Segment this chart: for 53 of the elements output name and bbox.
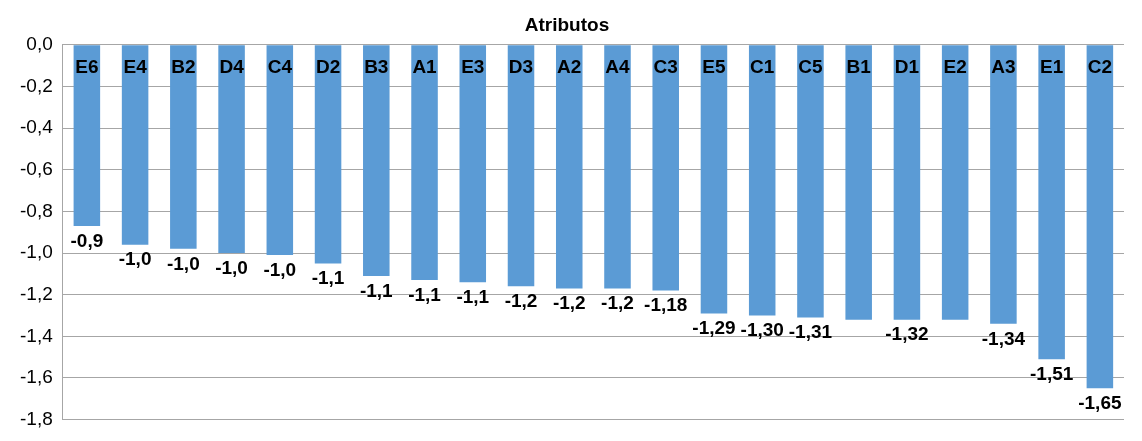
x-tick-label: C2	[1087, 56, 1113, 78]
x-tick-label: D3	[508, 56, 534, 78]
data-label: -1,34	[981, 327, 1026, 349]
x-tick-label: E1	[1040, 56, 1064, 78]
y-tick-label: -1,4	[19, 324, 54, 346]
x-tick-label: B3	[364, 56, 389, 78]
y-tick-label: -0,6	[19, 157, 53, 179]
data-label: -1,2	[504, 290, 538, 312]
x-tick-label: E6	[75, 56, 99, 78]
x-tick-label: C4	[267, 56, 293, 78]
y-tick-label: -0,4	[19, 116, 54, 138]
x-tick-label: B1	[846, 56, 872, 78]
x-tick-label: A2	[557, 56, 582, 78]
data-label: -1,18	[644, 294, 688, 316]
y-tick-label: -0,8	[19, 199, 53, 221]
data-label: -1,2	[601, 292, 634, 314]
data-label: -1,0	[166, 252, 200, 274]
data-label: -1,1	[359, 279, 394, 301]
x-tick-label: E4	[123, 56, 148, 78]
data-label: -1,30	[740, 319, 784, 341]
data-label: -1,1	[408, 283, 442, 305]
y-tick-label: -1,2	[19, 282, 53, 304]
y-tick-label: -0,2	[19, 74, 53, 96]
x-tick-label: C1	[750, 56, 775, 78]
x-tick-label: D2	[315, 56, 341, 78]
data-label: -1,32	[885, 323, 929, 345]
x-tick-label: C3	[653, 56, 678, 78]
data-label: -1,31	[788, 321, 833, 343]
data-label: -1,51	[1029, 362, 1074, 384]
data-label: -1,0	[118, 248, 152, 270]
x-tick-label: C5	[798, 56, 824, 78]
x-tick-label: E2	[943, 56, 967, 78]
data-label: -0,9	[70, 229, 104, 251]
data-label: -1,65	[1078, 392, 1122, 414]
y-tick-label: -1,0	[19, 241, 53, 263]
x-tick-label: E3	[461, 56, 485, 78]
x-tick-label: B2	[171, 56, 196, 78]
x-tick-label: A4	[605, 56, 631, 78]
y-tick-label: -1,6	[19, 366, 53, 388]
x-tick-label: A3	[991, 56, 1016, 78]
x-tick-label: A1	[412, 56, 438, 78]
x-tick-label: D4	[219, 56, 245, 78]
data-label: -1,1	[456, 285, 490, 307]
data-label: -1,0	[215, 256, 248, 278]
x-tick-label: E5	[702, 56, 727, 78]
data-label: -1,2	[552, 292, 586, 314]
data-label: -1,1	[311, 267, 345, 289]
y-tick-label: 0,0	[26, 33, 53, 55]
chart-title: Atributos	[524, 13, 610, 35]
y-tick-label: -1,8	[19, 407, 53, 429]
data-label: -1,29	[692, 317, 736, 339]
x-tick-label: D1	[894, 56, 920, 78]
data-label: -1,0	[263, 258, 297, 280]
